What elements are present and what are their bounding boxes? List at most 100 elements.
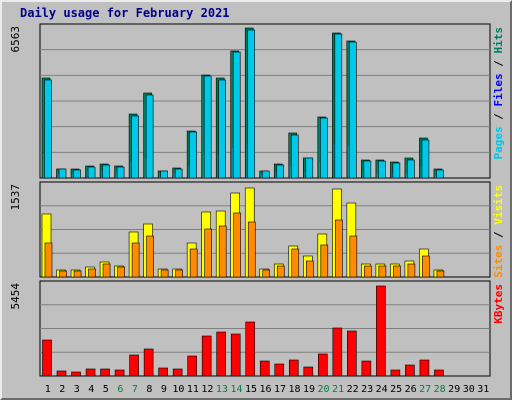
pages-bar (58, 168, 67, 179)
pages-bar (87, 166, 96, 179)
legend-segment: KBytes (492, 284, 505, 324)
x-tick-label: 1 (45, 384, 51, 395)
legend-segment: / (492, 225, 505, 245)
x-tick-label: 11 (187, 384, 199, 395)
pages-bar (232, 51, 241, 179)
kbytes-bar (347, 330, 357, 377)
pages-bar (349, 41, 357, 179)
x-tick-label: 21 (332, 384, 344, 395)
kbytes-bar (230, 333, 241, 377)
pages-bar (334, 33, 343, 179)
sites-bar (407, 263, 416, 278)
x-tick-label: 29 (448, 384, 460, 395)
x-tick-label: 6 (117, 384, 123, 395)
pages-bar (378, 160, 386, 179)
kbytes-bar (172, 368, 183, 377)
x-tick-label: 25 (390, 384, 402, 395)
pages-bar (261, 170, 270, 179)
panel-bottom: 5454 KBytes (9, 280, 505, 377)
pages-bar (73, 169, 81, 179)
sites-bar (131, 242, 140, 278)
sites-bar (73, 270, 82, 278)
kbytes-bar (376, 285, 386, 377)
kbytes-bar (361, 360, 372, 377)
sites-bar (349, 235, 358, 278)
pages-bar (189, 131, 197, 179)
sites-bar (233, 212, 242, 278)
x-tick-label: 12 (201, 384, 213, 395)
sites-bar (204, 228, 212, 278)
sites-bar (393, 265, 401, 278)
x-tick-label: 17 (274, 384, 286, 395)
kbytes-bar (158, 367, 168, 377)
kbytes-bar (405, 364, 415, 377)
chart-title: Daily usage for February 2021 (20, 6, 230, 20)
kbytes-bar (42, 339, 52, 377)
legend-segment: Sites (492, 245, 505, 278)
x-tick-label: 13 (216, 384, 228, 395)
sites-bar (247, 221, 256, 278)
legend-label: Sites / Visits (492, 185, 505, 278)
pages-bar (320, 117, 328, 179)
kbytes-bar (56, 370, 67, 377)
pages-bar (44, 79, 52, 179)
legend-label: KBytes (492, 284, 505, 324)
sites-bar (189, 248, 198, 278)
sites-bar (305, 260, 314, 278)
pages-bar (131, 115, 139, 179)
sites-bar (160, 269, 169, 278)
x-tick-label: 27 (419, 384, 431, 395)
x-tick-label: 18 (289, 384, 301, 395)
x-tick-label: 19 (303, 384, 315, 395)
x-tick-label: 30 (463, 384, 475, 395)
sites-bar (364, 265, 372, 278)
sites-bar (44, 242, 53, 278)
kbytes-bar (434, 369, 444, 377)
max-value-label: 1537 (9, 184, 22, 211)
kbytes-bar (303, 366, 314, 377)
sites-bar (146, 235, 154, 278)
x-tick-label: 23 (361, 384, 373, 395)
pages-bar (290, 134, 299, 179)
kbytes-bar (201, 335, 212, 377)
panel-top: 6563 Pages / Files / Hits (9, 23, 505, 179)
kbytes-bar (390, 369, 401, 377)
legend-label: Pages / Files / Hits (492, 27, 505, 160)
kbytes-bar (114, 369, 125, 377)
pages-bar (116, 166, 125, 179)
x-tick-label: 14 (230, 384, 242, 395)
pages-bar (247, 29, 256, 179)
max-value-label: 6563 (9, 26, 22, 53)
kbytes-bar (143, 348, 154, 377)
x-axis: 1 2 3 4 5 6 7 8 9 10 11 12 13 14 15 16 17 18 19 20 21 22 23 24 2… (45, 384, 490, 395)
sites-bar (175, 269, 183, 278)
legend-segment: Hits (492, 27, 505, 54)
panel-middle: 1537 Sites / Visits (9, 181, 505, 278)
sites-bar (102, 263, 111, 278)
sites-bar (117, 266, 125, 278)
x-tick-label: 5 (103, 384, 109, 395)
sites-bar (378, 265, 387, 278)
pages-bar (102, 164, 110, 179)
kbytes-bar (332, 327, 343, 377)
sites-bar (276, 265, 285, 278)
legend-segment: Visits (492, 185, 505, 225)
kbytes-bar (129, 354, 139, 377)
sites-bar (320, 244, 329, 278)
x-tick-label: 8 (146, 384, 152, 395)
legend-segment: / (492, 54, 505, 74)
x-tick-label: 31 (477, 384, 489, 395)
kbytes-bar (274, 363, 285, 377)
sites-bar (422, 255, 430, 278)
sites-bar (291, 248, 300, 278)
pages-bar (363, 160, 372, 179)
pages-bar (305, 157, 314, 179)
x-tick-label: 2 (59, 384, 65, 395)
x-tick-label: 9 (161, 384, 167, 395)
pages-bar (218, 79, 226, 179)
kbytes-bar (100, 368, 110, 377)
sites-bar (59, 270, 67, 278)
x-tick-label: 22 (347, 384, 359, 395)
